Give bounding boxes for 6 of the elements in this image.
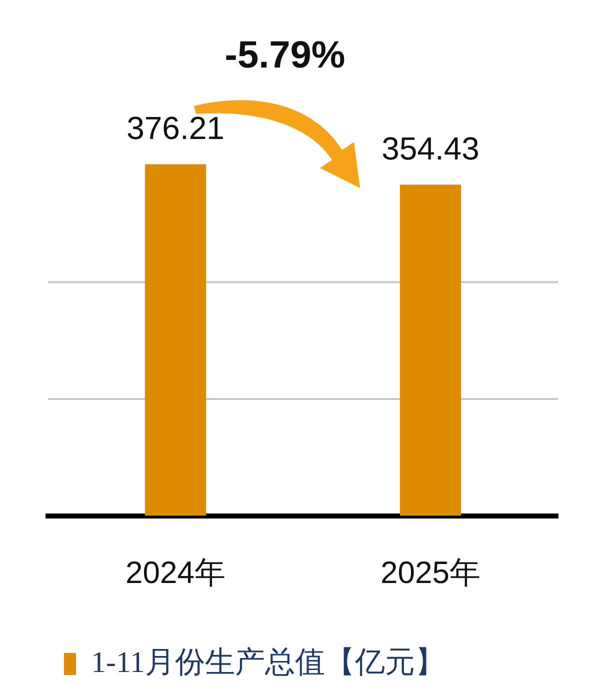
data-label: 376.21 <box>126 110 224 146</box>
x-tick-label: 2025年 <box>380 554 480 590</box>
data-label: 354.43 <box>382 130 480 166</box>
legend-label: 1-11月份生产总值【亿元】 <box>91 646 445 679</box>
x-tick-label: 2024年 <box>126 554 226 590</box>
text: -5.79% <box>224 34 346 76</box>
